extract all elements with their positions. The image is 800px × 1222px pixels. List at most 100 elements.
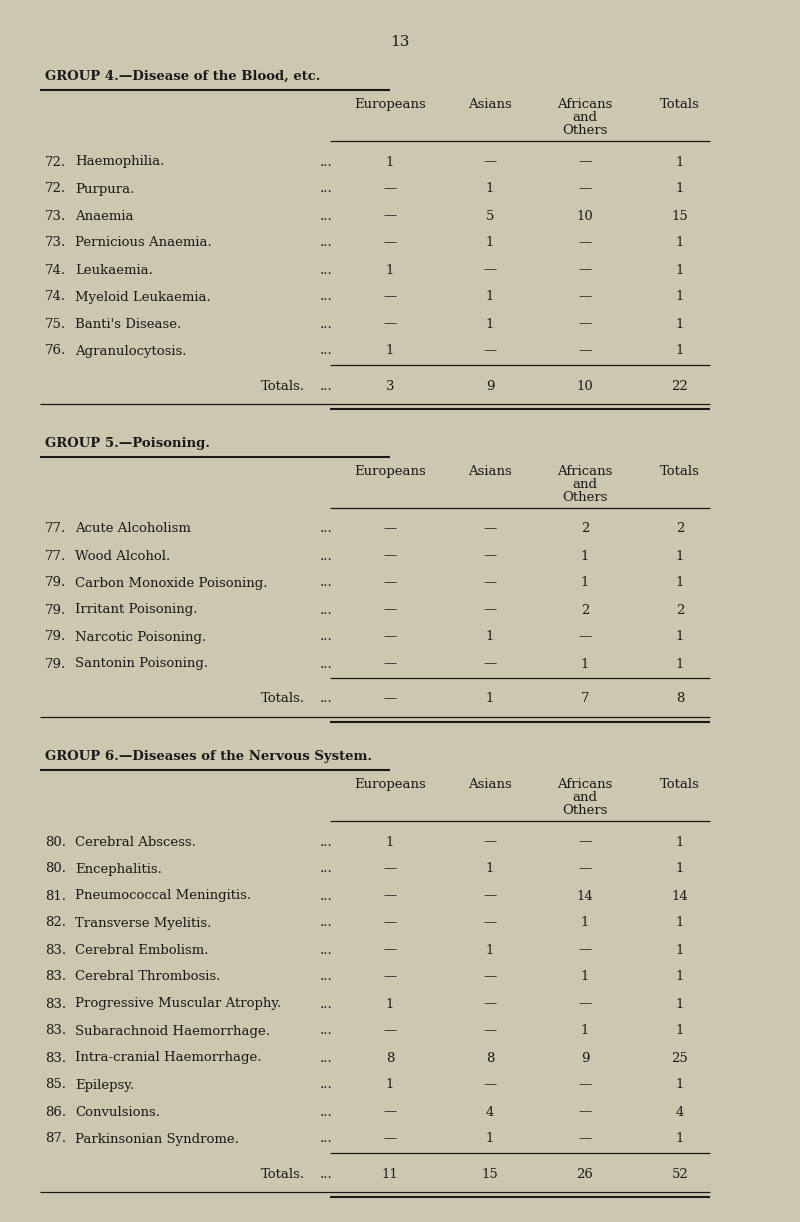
Text: Intra-cranial Haemorrhage.: Intra-cranial Haemorrhage. xyxy=(75,1051,262,1064)
Text: —: — xyxy=(483,550,497,562)
Text: 73.: 73. xyxy=(45,237,66,249)
Text: 4: 4 xyxy=(486,1106,494,1118)
Text: Totals: Totals xyxy=(660,778,700,791)
Text: —: — xyxy=(578,318,592,330)
Text: ...: ... xyxy=(320,890,333,903)
Text: 9: 9 xyxy=(486,380,494,392)
Text: ...: ... xyxy=(320,523,333,535)
Text: 83.: 83. xyxy=(45,1024,66,1037)
Text: ...: ... xyxy=(320,1051,333,1064)
Text: 1: 1 xyxy=(486,631,494,644)
Text: 1: 1 xyxy=(676,997,684,1011)
Text: Pernicious Anaemia.: Pernicious Anaemia. xyxy=(75,237,212,249)
Text: 11: 11 xyxy=(382,1167,398,1180)
Text: Asians: Asians xyxy=(468,466,512,478)
Text: 1: 1 xyxy=(676,943,684,957)
Text: 15: 15 xyxy=(672,209,688,222)
Text: 5: 5 xyxy=(486,209,494,222)
Text: 73.: 73. xyxy=(45,209,66,222)
Text: Myeloid Leukaemia.: Myeloid Leukaemia. xyxy=(75,291,210,303)
Text: —: — xyxy=(383,237,397,249)
Text: —: — xyxy=(483,345,497,358)
Text: Cerebral Abscess.: Cerebral Abscess. xyxy=(75,836,196,848)
Text: ...: ... xyxy=(320,345,333,358)
Text: Encephalitis.: Encephalitis. xyxy=(75,863,162,875)
Text: —: — xyxy=(578,631,592,644)
Text: Cerebral Thrombosis.: Cerebral Thrombosis. xyxy=(75,970,220,984)
Text: 85.: 85. xyxy=(45,1079,66,1091)
Text: ...: ... xyxy=(320,863,333,875)
Text: Europeans: Europeans xyxy=(354,98,426,111)
Text: —: — xyxy=(578,182,592,196)
Text: 8: 8 xyxy=(386,1051,394,1064)
Text: and: and xyxy=(573,111,598,123)
Text: —: — xyxy=(383,291,397,303)
Text: —: — xyxy=(483,1079,497,1091)
Text: —: — xyxy=(578,1106,592,1118)
Text: —: — xyxy=(578,1133,592,1145)
Text: 1: 1 xyxy=(676,1079,684,1091)
Text: Narcotic Poisoning.: Narcotic Poisoning. xyxy=(75,631,206,644)
Text: Agranulocytosis.: Agranulocytosis. xyxy=(75,345,186,358)
Text: 8: 8 xyxy=(486,1051,494,1064)
Text: 80.: 80. xyxy=(45,836,66,848)
Text: 1: 1 xyxy=(386,1079,394,1091)
Text: Cerebral Embolism.: Cerebral Embolism. xyxy=(75,943,209,957)
Text: Totals.: Totals. xyxy=(261,1167,305,1180)
Text: 79.: 79. xyxy=(45,577,66,589)
Text: 1: 1 xyxy=(581,550,589,562)
Text: —: — xyxy=(483,523,497,535)
Text: Subarachnoid Haemorrhage.: Subarachnoid Haemorrhage. xyxy=(75,1024,270,1037)
Text: 1: 1 xyxy=(581,657,589,671)
Text: Asians: Asians xyxy=(468,98,512,111)
Text: —: — xyxy=(483,264,497,276)
Text: 83.: 83. xyxy=(45,970,66,984)
Text: ...: ... xyxy=(320,318,333,330)
Text: ...: ... xyxy=(320,209,333,222)
Text: 10: 10 xyxy=(577,380,594,392)
Text: GROUP 5.—Poisoning.: GROUP 5.—Poisoning. xyxy=(45,437,210,450)
Text: ...: ... xyxy=(320,836,333,848)
Text: 1: 1 xyxy=(386,997,394,1011)
Text: ...: ... xyxy=(320,237,333,249)
Text: Anaemia: Anaemia xyxy=(75,209,134,222)
Text: 83.: 83. xyxy=(45,1051,66,1064)
Text: 1: 1 xyxy=(486,693,494,705)
Text: 1: 1 xyxy=(486,318,494,330)
Text: Europeans: Europeans xyxy=(354,778,426,791)
Text: Transverse Myelitis.: Transverse Myelitis. xyxy=(75,916,211,930)
Text: Others: Others xyxy=(562,123,608,137)
Text: —: — xyxy=(383,1133,397,1145)
Text: —: — xyxy=(483,577,497,589)
Text: Santonin Poisoning.: Santonin Poisoning. xyxy=(75,657,208,671)
Text: 2: 2 xyxy=(581,604,589,617)
Text: Pneumococcal Meningitis.: Pneumococcal Meningitis. xyxy=(75,890,251,903)
Text: ...: ... xyxy=(320,1133,333,1145)
Text: —: — xyxy=(578,264,592,276)
Text: —: — xyxy=(483,657,497,671)
Text: —: — xyxy=(578,863,592,875)
Text: Others: Others xyxy=(562,491,608,503)
Text: —: — xyxy=(383,916,397,930)
Text: 1: 1 xyxy=(486,182,494,196)
Text: Irritant Poisoning.: Irritant Poisoning. xyxy=(75,604,198,617)
Text: 80.: 80. xyxy=(45,863,66,875)
Text: —: — xyxy=(483,997,497,1011)
Text: 1: 1 xyxy=(486,1133,494,1145)
Text: 1: 1 xyxy=(676,155,684,169)
Text: GROUP 4.—Disease of the Blood, etc.: GROUP 4.—Disease of the Blood, etc. xyxy=(45,70,321,83)
Text: —: — xyxy=(383,523,397,535)
Text: Carbon Monoxide Poisoning.: Carbon Monoxide Poisoning. xyxy=(75,577,267,589)
Text: 15: 15 xyxy=(482,1167,498,1180)
Text: —: — xyxy=(383,631,397,644)
Text: —: — xyxy=(483,604,497,617)
Text: ...: ... xyxy=(320,291,333,303)
Text: 1: 1 xyxy=(676,1133,684,1145)
Text: 1: 1 xyxy=(676,345,684,358)
Text: 1: 1 xyxy=(676,657,684,671)
Text: 83.: 83. xyxy=(45,943,66,957)
Text: ...: ... xyxy=(320,631,333,644)
Text: 79.: 79. xyxy=(45,657,66,671)
Text: —: — xyxy=(483,1024,497,1037)
Text: 87.: 87. xyxy=(45,1133,66,1145)
